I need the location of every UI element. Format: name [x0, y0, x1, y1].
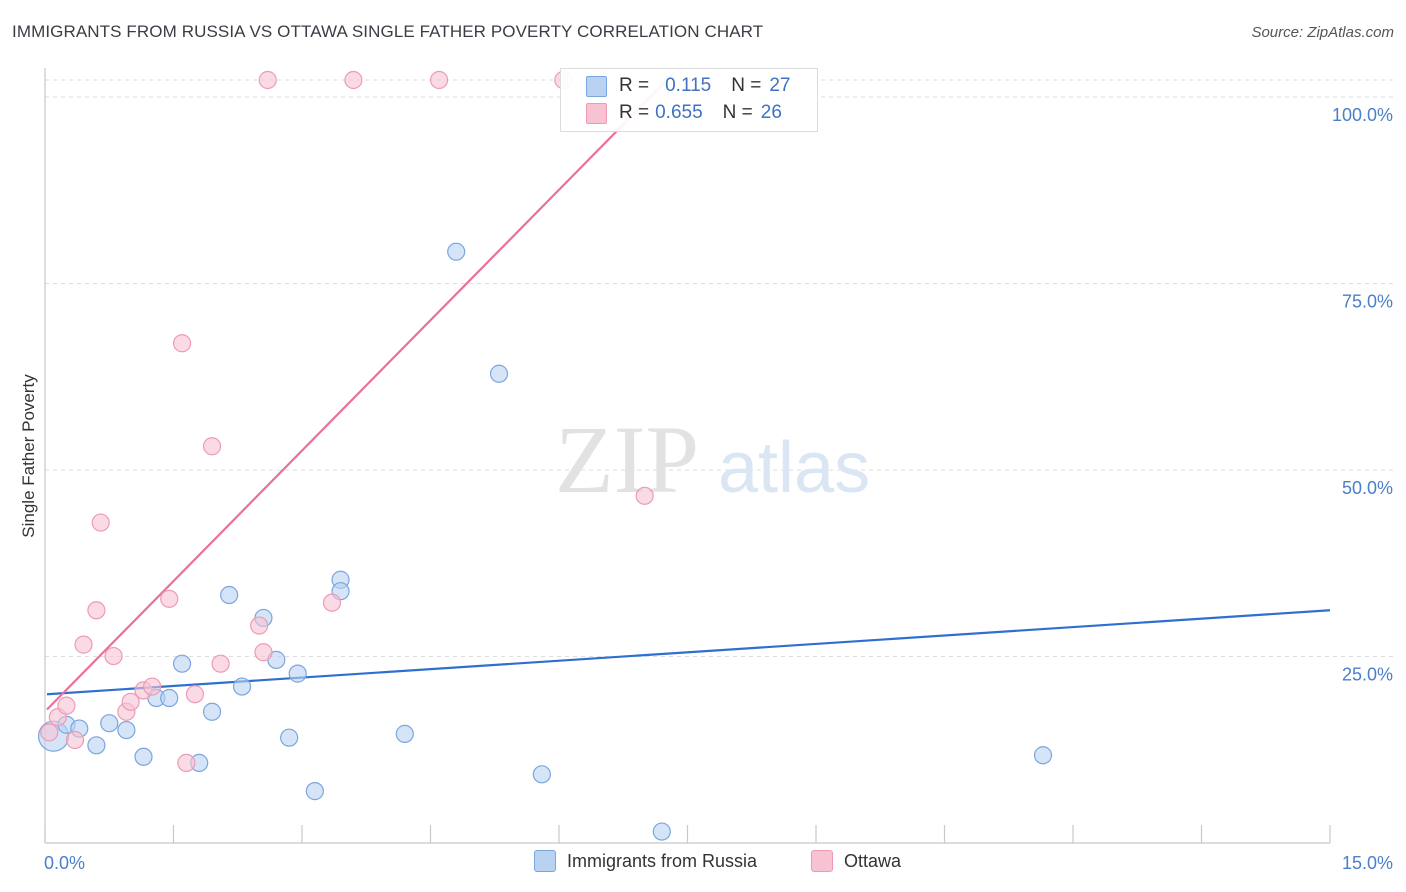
trend-line-ottawa [46, 71, 676, 711]
data-point-ottawa [87, 601, 106, 620]
trend-line-russia [46, 609, 1331, 696]
data-point-russia [305, 782, 324, 801]
data-point-ottawa [185, 685, 205, 704]
data-point-ottawa [254, 643, 273, 662]
data-point-ottawa [74, 635, 93, 654]
data-point-ottawa [104, 646, 123, 666]
data-point-ottawa [177, 753, 196, 772]
data-point-russia [232, 677, 252, 696]
legend-swatch-ottawa [811, 850, 833, 872]
legend-series-name: Ottawa [844, 850, 902, 871]
x-tick-label: 15.0% [1342, 853, 1393, 873]
watermark: ZIP atlas [555, 406, 870, 513]
data-points [37, 70, 1053, 841]
chart-title: IMMIGRANTS FROM RUSSIA VS OTTAWA SINGLE … [12, 22, 764, 41]
data-point-ottawa [57, 696, 76, 715]
correlation-legend: R = 0.115 N = 27 R = 0.655 N = 26 [560, 68, 818, 132]
data-point-ottawa [429, 70, 449, 90]
legend-row-russia: R = 0.115 N = 27 [586, 73, 791, 99]
data-point-ottawa [258, 70, 277, 90]
data-point-ottawa [344, 70, 363, 90]
legend-swatch-ottawa [586, 102, 607, 124]
watermark-zip: ZIP [555, 406, 699, 513]
data-point-ottawa [142, 677, 162, 696]
legend-n-value: 26 [760, 102, 782, 123]
legend-n-value: 27 [769, 75, 791, 96]
data-point-russia [220, 585, 239, 605]
grid-lines [45, 79, 1395, 657]
legend-r-label: R = [619, 102, 650, 123]
source-label: Source: ZipAtlas.com [1251, 24, 1394, 41]
data-point-russia [87, 736, 106, 755]
data-point-ottawa [172, 334, 192, 353]
trend-lines [46, 71, 1331, 711]
data-point-russia [202, 702, 222, 721]
data-point-russia [160, 688, 179, 708]
data-point-ottawa [635, 486, 654, 505]
watermark-atlas: atlas [718, 428, 870, 508]
tick-labels: 25.0% 50.0% 75.0% 100.0% 0.0% 15.0% [44, 105, 1393, 873]
data-point-ottawa [91, 513, 110, 532]
y-tick-label: 75.0% [1342, 292, 1393, 312]
data-point-russia [100, 714, 119, 733]
legend-row-ottawa: R = 0.655 N = 26 [586, 100, 782, 126]
data-point-ottawa [160, 589, 179, 608]
data-point-russia [447, 242, 466, 261]
data-point-russia [489, 364, 509, 383]
data-point-ottawa [65, 730, 85, 750]
series-legend-ottawa: Ottawa [811, 850, 901, 872]
legend-r-value: 0.115 [665, 75, 712, 96]
data-point-russia [395, 724, 414, 743]
series-legend-russia: Immigrants from Russia [534, 850, 757, 872]
data-point-ottawa [121, 692, 140, 711]
data-point-russia [288, 664, 307, 683]
data-point-ottawa [322, 593, 342, 612]
data-point-russia [652, 822, 671, 841]
axes [44, 68, 1331, 844]
data-point-russia [1033, 746, 1053, 765]
legend-r-label: R = [619, 75, 650, 96]
data-point-russia [134, 747, 153, 766]
legend-r-value: 0.655 [655, 102, 703, 123]
data-point-ottawa [211, 654, 230, 673]
y-tick-label: 25.0% [1342, 665, 1393, 685]
data-point-ottawa [250, 616, 269, 635]
data-point-russia [532, 765, 551, 784]
legend-series-name: Immigrants from Russia [567, 850, 758, 871]
data-point-russia [280, 728, 299, 747]
y-axis-title: Single Father Poverty [19, 374, 38, 538]
y-tick-label: 50.0% [1342, 478, 1393, 498]
legend-n-label: N = [731, 75, 762, 96]
data-point-ottawa [202, 437, 222, 456]
legend-n-label: N = [722, 102, 753, 123]
y-tick-label: 100.0% [1332, 105, 1393, 125]
legend-swatch-russia [586, 75, 607, 97]
data-point-russia [172, 654, 192, 673]
data-point-russia [117, 720, 136, 740]
data-point-ottawa [40, 723, 59, 742]
x-tick-label: 0.0% [44, 853, 85, 873]
legend-swatch-russia [534, 850, 556, 872]
